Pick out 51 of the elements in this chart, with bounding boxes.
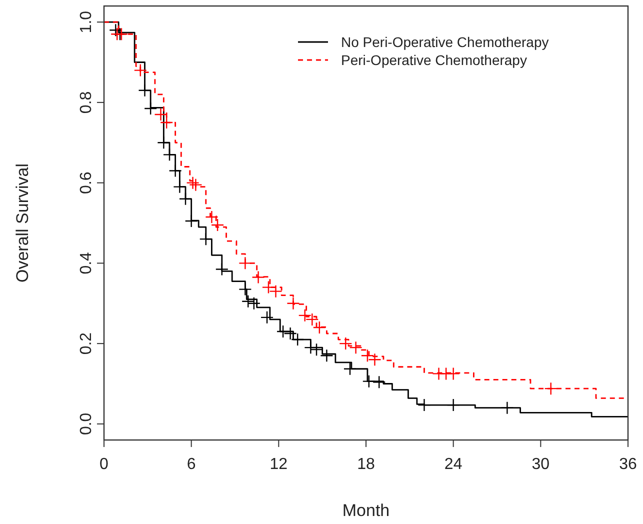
point [199,232,212,246]
point [189,178,202,192]
x-tick-label: 24 [444,456,462,473]
x-tick-label: 6 [186,456,196,473]
y-tick-label: 0.6 [78,172,95,194]
point [500,401,514,414]
point [418,398,431,412]
point [215,262,228,276]
point [320,349,334,362]
point [446,398,460,412]
point [162,148,176,162]
point [446,367,460,380]
point [544,382,558,396]
point [247,296,261,310]
x-tick-label: 12 [270,456,288,473]
y-tick-label: 1.0 [78,10,95,34]
y-tick-label: 0.8 [78,91,95,114]
point [260,310,274,324]
x-tick-label: 36 [619,456,637,473]
point [339,336,352,350]
point [173,180,186,194]
point [134,64,147,77]
y-tick-label: 0.0 [78,412,95,436]
point [286,296,300,310]
point [144,102,158,116]
point [304,340,318,354]
point [310,342,324,356]
point [178,192,192,206]
x-tick-label: 30 [532,456,550,473]
point [184,214,198,228]
y-tick-label: 0.4 [78,252,95,274]
point [242,294,255,308]
point [168,164,182,178]
point [362,374,376,388]
x-tick-label: 0 [100,456,109,473]
point [372,376,386,389]
point [276,324,290,338]
point [343,362,357,376]
point [349,340,362,354]
point [138,84,152,97]
point [238,282,252,296]
point [252,270,265,284]
point [186,176,200,190]
legend-label: No Peri-Operative Chemotherapy [341,34,549,50]
y-axis-title: Overall Survival [13,163,32,283]
legend-label: Peri-Operative Chemotherapy [341,52,527,68]
point [157,136,170,150]
x-tick-label: 18 [357,456,375,473]
point [238,256,252,270]
y-tick-label: 0.2 [78,332,95,355]
x-axis-title: Month [342,501,390,520]
